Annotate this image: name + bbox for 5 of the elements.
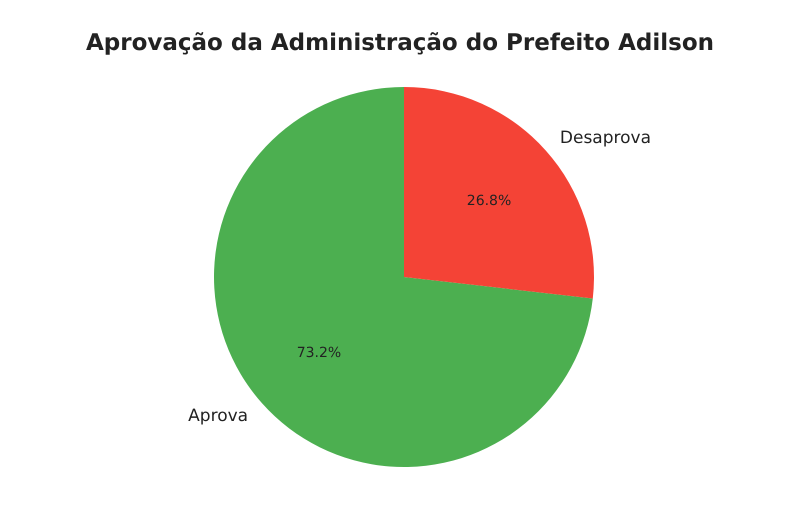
- data-label: 26.8%: [466, 193, 512, 210]
- slice-label: Aprova: [188, 406, 248, 426]
- slice-label: Desaprova: [560, 128, 652, 148]
- data-label: 73.2%: [296, 344, 342, 361]
- chart-title: Aprovação da Administração do Prefeito Adilson: [84, 30, 716, 56]
